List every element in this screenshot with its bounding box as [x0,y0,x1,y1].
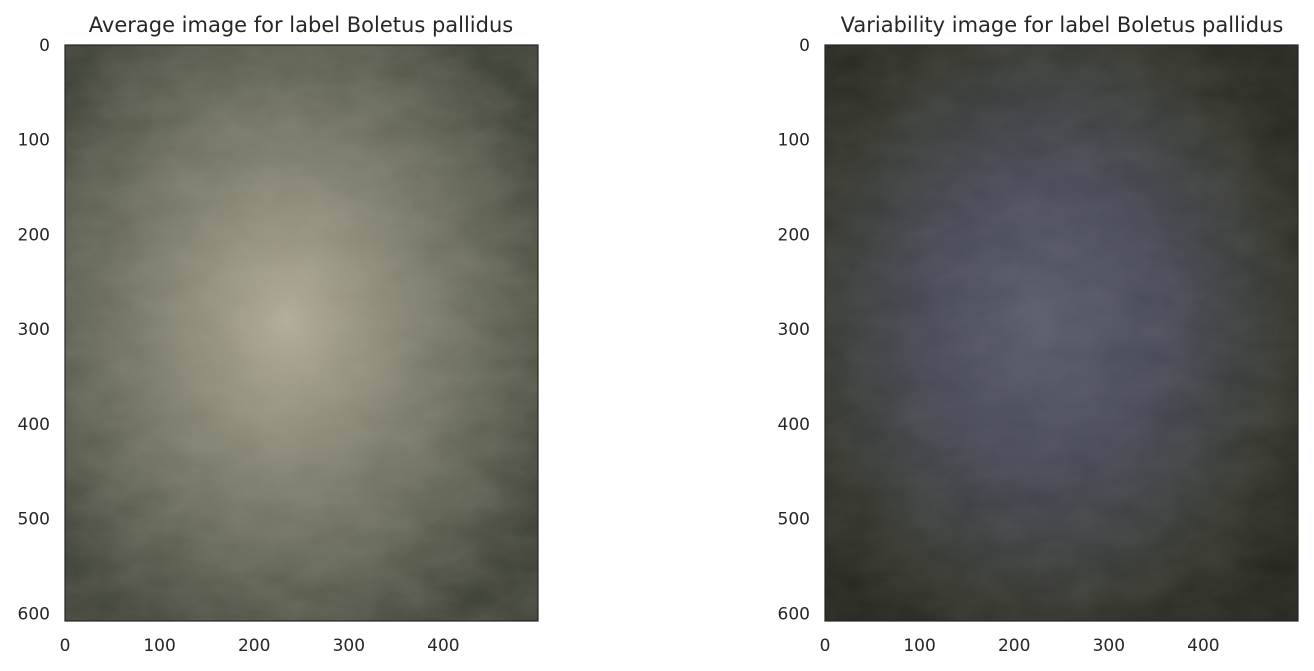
x-tick-label: 100 [903,636,935,656]
variability-axis-ticks: 0 100 200 300 400 0 100 200 300 400 500 600 [778,36,1220,656]
average-image-texture [65,45,538,621]
y-tick-label: 300 [778,320,810,340]
variability-image-panel: Variability image for label Boletus pall… [778,13,1299,656]
x-tick-label: 300 [333,636,365,656]
x-tick-label: 300 [1093,636,1125,656]
y-tick-label: 200 [778,225,810,245]
variability-image-texture [825,45,1298,621]
x-tick-label: 0 [820,636,831,656]
y-tick-label: 100 [18,131,50,151]
variability-chart-title: Variability image for label Boletus pall… [841,13,1284,37]
y-tick-label: 100 [778,131,810,151]
x-tick-label: 200 [998,636,1030,656]
y-tick-label: 500 [778,510,810,530]
average-axis-ticks: 0 100 200 300 400 0 100 200 300 400 500 600 [18,36,460,656]
y-tick-label: 200 [18,225,50,245]
average-chart-title: Average image for label Boletus pallidus [89,13,513,37]
y-tick-label: 600 [778,604,810,624]
average-axes-frame [64,44,539,622]
x-tick-label: 400 [1187,636,1219,656]
y-tick-label: 0 [799,36,810,56]
x-tick-label: 0 [60,636,71,656]
y-tick-label: 600 [18,604,50,624]
x-tick-label: 400 [427,636,459,656]
variability-axes-frame [824,44,1299,622]
average-image-panel: Average image for label Boletus pallidus… [18,13,539,656]
y-tick-label: 0 [39,36,50,56]
y-tick-label: 500 [18,510,50,530]
y-tick-label: 400 [18,415,50,435]
x-tick-label: 100 [143,636,175,656]
y-tick-label: 400 [778,415,810,435]
y-tick-label: 300 [18,320,50,340]
x-tick-label: 200 [238,636,270,656]
